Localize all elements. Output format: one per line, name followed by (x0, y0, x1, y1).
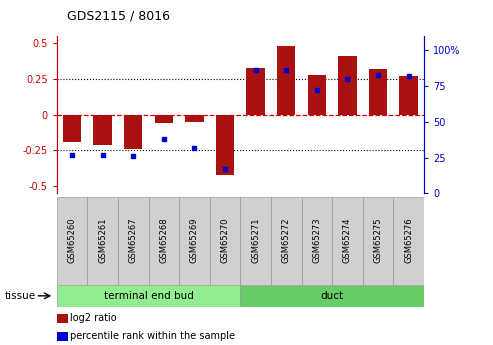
Bar (63, 115, 81, 142)
Text: tissue: tissue (5, 291, 36, 301)
Point (221, 166, 229, 172)
Point (190, 145, 198, 150)
Bar (216, 115, 234, 175)
Bar (87, 197, 118, 285)
Point (129, 153, 137, 159)
Bar (155, 115, 173, 123)
Text: GSM65270: GSM65270 (220, 218, 230, 263)
Text: GSM65261: GSM65261 (98, 218, 107, 263)
Bar (241, 197, 271, 285)
Point (405, 73, 413, 79)
Point (313, 88, 321, 93)
Bar (277, 46, 295, 115)
Text: GSM65269: GSM65269 (190, 218, 199, 263)
Text: GSM65260: GSM65260 (68, 218, 76, 263)
Text: percentile rank within the sample: percentile rank within the sample (70, 332, 236, 341)
Bar (399, 76, 418, 115)
Point (374, 72, 382, 78)
Bar (338, 56, 356, 115)
Text: log2 ratio: log2 ratio (70, 314, 117, 323)
Bar (210, 197, 240, 285)
Point (282, 68, 290, 73)
Bar (363, 197, 393, 285)
Text: GDS2115 / 8016: GDS2115 / 8016 (67, 9, 170, 22)
Point (99, 152, 106, 157)
Bar (246, 68, 265, 115)
Bar (118, 197, 148, 285)
Point (68, 152, 76, 157)
Bar (148, 197, 179, 285)
Bar (241, 285, 424, 307)
Bar (332, 197, 363, 285)
Text: GSM65274: GSM65274 (343, 218, 352, 263)
Text: terminal end bud: terminal end bud (104, 291, 193, 301)
Text: GSM65271: GSM65271 (251, 218, 260, 263)
Bar (179, 197, 210, 285)
Bar (94, 115, 112, 145)
Point (252, 68, 260, 73)
Bar (369, 69, 387, 115)
Bar (57, 197, 87, 285)
Bar (57, 285, 241, 307)
Bar (271, 197, 302, 285)
Text: GSM65268: GSM65268 (159, 218, 168, 264)
Bar (302, 197, 332, 285)
Text: GSM65275: GSM65275 (374, 218, 383, 263)
Text: duct: duct (320, 291, 344, 301)
Text: GSM65276: GSM65276 (404, 218, 413, 264)
Point (160, 136, 168, 142)
Bar (308, 75, 326, 115)
Point (344, 76, 352, 82)
Text: GSM65273: GSM65273 (313, 218, 321, 264)
Bar (393, 197, 424, 285)
Bar (124, 115, 142, 149)
Text: GSM65267: GSM65267 (129, 218, 138, 264)
Text: GSM65272: GSM65272 (282, 218, 291, 263)
Bar (185, 115, 204, 122)
